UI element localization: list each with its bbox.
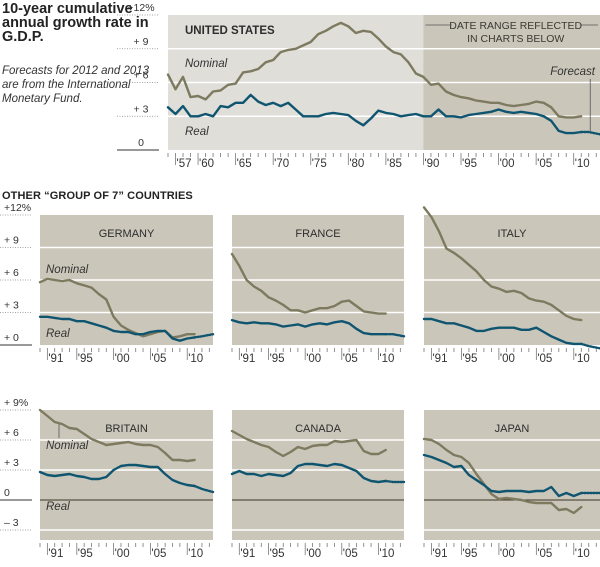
x-tick-label: '00 bbox=[500, 548, 515, 560]
forecast-line-italy bbox=[580, 342, 600, 350]
nominal-line-france bbox=[230, 252, 387, 315]
label-forecast: Forecast bbox=[550, 66, 596, 78]
panel-title-germany: GERMANY bbox=[99, 228, 155, 240]
nominal-line-britain bbox=[38, 408, 196, 463]
x-tick-label: '80 bbox=[349, 158, 364, 170]
x-tick-label: '00 bbox=[500, 353, 515, 365]
forecast-line-canada bbox=[384, 479, 406, 484]
x-tick-label: '60 bbox=[199, 158, 214, 170]
x-tick-label: '10 bbox=[188, 548, 203, 560]
x-tick-label: '95 bbox=[462, 158, 477, 170]
panel-title-italy: ITALY bbox=[498, 228, 528, 240]
forecast-line-britain bbox=[193, 484, 215, 494]
label-nominal: Nominal bbox=[185, 58, 228, 70]
nominal-line-italy bbox=[422, 206, 583, 322]
y-tick-label: + 6 bbox=[4, 267, 19, 279]
y-tick-label: + 9 bbox=[4, 235, 19, 247]
chart-headline: 10-year cumulative annual growth rate in… bbox=[2, 1, 149, 45]
x-tick-label: '00 bbox=[306, 548, 321, 560]
x-tick-label: '00 bbox=[500, 158, 515, 170]
real-line-britain bbox=[38, 463, 196, 488]
x-tick-label: '95 bbox=[270, 548, 285, 560]
x-tick-label: '05 bbox=[151, 548, 166, 560]
x-tick-label: '00 bbox=[115, 548, 130, 560]
section-title-g7: OTHER “GROUP OF 7” COUNTRIES bbox=[2, 190, 193, 202]
x-tick-label: '95 bbox=[270, 353, 285, 365]
x-tick-label: '91 bbox=[240, 353, 255, 365]
x-tick-label: '05 bbox=[343, 548, 358, 560]
x-tick-label: '95 bbox=[78, 353, 93, 365]
real-line-france bbox=[230, 318, 387, 336]
label-real: Real bbox=[46, 501, 70, 513]
forecast-line-germany bbox=[193, 333, 215, 339]
x-tick-label: '10 bbox=[379, 548, 394, 560]
real-line-germany bbox=[38, 315, 196, 342]
x-tick-label: '95 bbox=[78, 548, 93, 560]
y-tick-label: + 3 bbox=[4, 457, 19, 469]
y-tick-label: + 9 bbox=[134, 36, 149, 48]
x-tick-label: '90 bbox=[424, 158, 439, 170]
label-nominal: Nominal bbox=[46, 264, 89, 276]
y-tick-label: 0 bbox=[138, 137, 144, 149]
y-tick-label: + 3 bbox=[4, 300, 19, 312]
real-line-japan bbox=[422, 453, 583, 498]
x-tick-label: '95 bbox=[462, 548, 477, 560]
x-tick-label: '10 bbox=[575, 548, 590, 560]
x-tick-label: '05 bbox=[537, 353, 552, 365]
x-tick-label: '10 bbox=[575, 353, 590, 365]
x-tick-label: '00 bbox=[115, 353, 130, 365]
y-tick-label: + 3 bbox=[134, 103, 149, 115]
x-tick-label: '95 bbox=[462, 353, 477, 365]
nominal-line-us bbox=[166, 21, 583, 119]
y-tick-label: – 3 bbox=[4, 517, 19, 529]
panel-title-japan: JAPAN bbox=[495, 423, 530, 435]
shaded-range-label: IN CHARTS BELOW bbox=[467, 33, 564, 45]
x-tick-label: '10 bbox=[379, 353, 394, 365]
x-tick-label: '10 bbox=[575, 158, 590, 170]
real-line-us bbox=[166, 93, 583, 135]
label-real: Real bbox=[185, 126, 209, 138]
panel-title-britain: BRITAIN bbox=[105, 423, 148, 435]
y-tick-label: + 6 bbox=[4, 427, 19, 439]
forecast-line-us bbox=[580, 130, 600, 136]
label-nominal: Nominal bbox=[46, 440, 89, 452]
y-tick-label: + 6 bbox=[134, 70, 149, 82]
shaded-range-label: DATE RANGE REFLECTED bbox=[449, 20, 582, 32]
panel-japan bbox=[424, 410, 600, 540]
panel-title-canada: CANADA bbox=[295, 423, 342, 435]
x-tick-label: '05 bbox=[537, 158, 552, 170]
x-tick-label: '70 bbox=[274, 158, 289, 170]
x-tick-label: '91 bbox=[48, 353, 63, 365]
x-tick-label: '91 bbox=[432, 548, 447, 560]
y-tick-label: 0 bbox=[4, 487, 10, 499]
y-tick-label: + 9% bbox=[4, 397, 28, 409]
nominal-line-japan bbox=[422, 437, 583, 515]
y-tick-label: + 0 bbox=[4, 332, 19, 344]
x-tick-label: '91 bbox=[432, 353, 447, 365]
x-tick-label: '85 bbox=[387, 158, 402, 170]
x-tick-label: '65 bbox=[237, 158, 252, 170]
x-tick-label: '05 bbox=[343, 353, 358, 365]
x-tick-label: '05 bbox=[151, 353, 166, 365]
x-tick-label: '91 bbox=[48, 548, 63, 560]
real-line-italy bbox=[422, 317, 583, 346]
x-tick-label: '05 bbox=[537, 548, 552, 560]
real-line-canada bbox=[230, 462, 387, 484]
panel-title-us: UNITED STATES bbox=[185, 25, 275, 37]
y-tick-label: +12% bbox=[4, 202, 31, 214]
x-tick-label: '00 bbox=[306, 353, 321, 365]
x-tick-label: '75 bbox=[312, 158, 327, 170]
label-real: Real bbox=[46, 328, 70, 340]
y-tick-label: +12% bbox=[127, 2, 154, 14]
x-tick-label: '10 bbox=[188, 353, 203, 365]
x-tick-label: '57 bbox=[177, 158, 192, 170]
nominal-line-canada bbox=[230, 429, 387, 458]
forecast-line-france bbox=[384, 333, 406, 338]
x-tick-label: '91 bbox=[240, 548, 255, 560]
panel-title-france: FRANCE bbox=[295, 228, 340, 240]
forecast-note: Forecasts for 2012 and 2013 are from the… bbox=[2, 65, 150, 105]
